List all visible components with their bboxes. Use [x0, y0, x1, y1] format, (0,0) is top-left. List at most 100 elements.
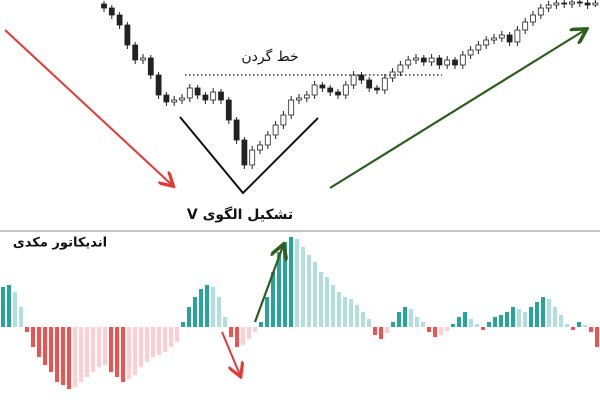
macd-bar — [415, 317, 419, 327]
candle-body — [381, 77, 388, 91]
candle-body — [366, 79, 373, 89]
candle-body — [350, 74, 357, 86]
v-shape — [179, 116, 319, 195]
candle-body — [522, 21, 529, 31]
macd-bar — [535, 302, 539, 327]
candle-body — [397, 64, 404, 73]
macd-bar — [115, 327, 119, 377]
macd-bar — [199, 289, 203, 327]
macd-bar — [463, 312, 467, 327]
macd-bar — [313, 262, 317, 327]
candle-body — [530, 14, 536, 23]
macd-bar — [25, 327, 29, 332]
macd-bar — [589, 327, 593, 332]
up-arrow — [329, 30, 585, 189]
macd-bar — [319, 272, 323, 327]
candle-body — [257, 144, 263, 151]
macd-bar — [223, 317, 227, 327]
macd-panel — [1, 237, 599, 389]
candle-body — [436, 57, 443, 66]
candle-body — [124, 24, 131, 46]
macd-bar — [13, 292, 17, 327]
macd-bar — [235, 327, 239, 347]
macd-bar — [211, 287, 215, 327]
macd-bar — [289, 237, 293, 327]
macd-bar — [511, 307, 515, 327]
macd-bar — [517, 309, 521, 327]
macd-bar — [157, 327, 161, 355]
candle-body — [545, 4, 552, 9]
macd-bar — [127, 327, 131, 379]
macd-bar — [283, 242, 287, 327]
macd-bar — [79, 327, 83, 382]
macd-bar — [193, 297, 197, 327]
macd-bar — [91, 327, 95, 372]
macd-bar — [331, 285, 335, 327]
macd-bar — [325, 277, 329, 327]
macd-bar — [559, 315, 563, 327]
macd-up-arrow — [253, 246, 283, 323]
candle-body — [218, 91, 224, 101]
macd-bar — [493, 317, 497, 327]
macd-bar — [169, 327, 173, 347]
macd-bar — [391, 322, 395, 327]
macd-bar — [1, 287, 5, 327]
macd-title: اندیکاتور مکدی — [13, 236, 107, 251]
candle-body — [592, 2, 599, 6]
candle-body — [475, 44, 482, 51]
macd-bar — [295, 239, 299, 327]
candle-body — [249, 149, 256, 166]
macd-bar — [55, 327, 59, 382]
candle-body — [553, 2, 560, 6]
candle-body — [303, 94, 310, 99]
macd-bar — [469, 319, 473, 327]
candle-body — [210, 91, 217, 101]
macd-bar — [379, 327, 383, 339]
macd-bar — [529, 307, 533, 327]
macd-bar — [445, 327, 449, 331]
macd-bar — [433, 327, 437, 337]
candle-body — [428, 57, 435, 63]
candle-body — [506, 34, 513, 43]
candle-body — [225, 99, 232, 121]
macd-bar — [271, 272, 275, 327]
macd-bar — [241, 327, 245, 345]
candle-body — [405, 59, 412, 66]
candle-body — [569, 1, 575, 5]
pattern-label: تشکیل الگوی V — [187, 206, 293, 223]
price-panel — [101, 0, 599, 169]
macd-bar — [181, 322, 185, 327]
macd-bar — [247, 327, 251, 339]
candle-body — [491, 37, 497, 41]
macd-bar — [505, 312, 509, 327]
macd-down-arrow — [221, 331, 240, 375]
candle-body — [537, 7, 544, 16]
candle-body — [498, 34, 505, 39]
macd-bar — [421, 322, 425, 327]
macd-bar — [487, 322, 491, 327]
macd-bar — [355, 305, 359, 327]
macd-bar — [103, 327, 107, 365]
macd-bar — [121, 327, 125, 382]
macd-bar — [19, 307, 23, 327]
macd-bar — [265, 297, 269, 327]
candle-body — [319, 84, 326, 89]
candle-body — [171, 99, 178, 103]
candle-body — [194, 87, 201, 96]
candle-body — [296, 97, 302, 101]
macd-bar — [553, 307, 557, 327]
candle-body — [514, 29, 521, 43]
macd-bar — [595, 327, 599, 347]
candle-body — [179, 97, 185, 101]
candle-body — [576, 1, 583, 4]
macd-bar — [427, 327, 431, 332]
candle-body — [483, 39, 490, 46]
candle-body — [202, 94, 209, 101]
macd-bar — [277, 252, 281, 327]
macd-bar — [301, 247, 305, 327]
candle-body — [241, 139, 248, 166]
macd-bar — [7, 285, 11, 327]
candle-body — [459, 54, 466, 66]
macd-bar — [253, 327, 257, 332]
candle-body — [264, 134, 271, 146]
